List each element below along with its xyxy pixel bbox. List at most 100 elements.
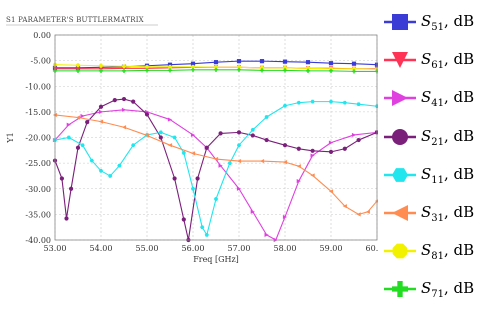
- data-point: [282, 103, 288, 108]
- data-point: [356, 212, 361, 217]
- series-S11: [52, 99, 378, 237]
- data-point: [310, 153, 315, 158]
- data-point: [98, 109, 104, 114]
- data-point: [75, 145, 81, 150]
- data-point: [310, 148, 315, 153]
- data-point: [195, 176, 200, 181]
- y-tick-label: -10.00: [25, 82, 51, 91]
- y-tick-label: -5.00: [30, 57, 51, 66]
- data-point: [99, 63, 103, 68]
- legend-label: S41, dB: [421, 88, 475, 110]
- y-tick-label: -40.00: [25, 236, 51, 245]
- data-point: [190, 132, 196, 138]
- data-point: [98, 119, 104, 124]
- data-point: [98, 168, 104, 173]
- legend-symbol: [392, 281, 408, 298]
- legend-item-S71: S71, dB: [378, 270, 494, 308]
- y-tick-label: -25.00: [25, 159, 51, 168]
- data-point: [131, 99, 136, 104]
- data-point: [158, 130, 163, 135]
- legend-marker: [384, 281, 416, 298]
- data-point: [328, 140, 334, 145]
- data-point: [80, 143, 85, 148]
- data-point: [121, 96, 127, 102]
- data-point: [190, 67, 196, 72]
- legend-marker: [384, 90, 416, 107]
- data-point: [112, 97, 117, 103]
- data-point: [131, 143, 136, 148]
- data-point: [167, 62, 173, 67]
- data-point: [108, 174, 113, 178]
- data-point: [218, 163, 223, 168]
- x-tick-labels: 53.00 54.00 55.00 56.00 57.00 58.00 59.00 60.00: [44, 244, 378, 253]
- legend: S51, dB S61, dB S41, dB S21, dB S11, dB S31, …: [378, 3, 494, 309]
- data-point: [144, 133, 150, 138]
- data-point: [190, 151, 196, 156]
- data-point: [282, 143, 288, 148]
- data-point: [305, 68, 311, 73]
- data-point: [259, 59, 265, 64]
- series-S41: [52, 107, 378, 243]
- data-point: [75, 115, 81, 120]
- y-axis-label: Y1: [6, 132, 15, 143]
- data-point: [213, 197, 219, 201]
- data-point: [144, 68, 150, 73]
- data-point: [264, 232, 269, 237]
- data-point: [259, 68, 265, 73]
- data-point: [236, 143, 242, 148]
- data-point: [296, 146, 301, 151]
- legend-symbol: [392, 52, 408, 69]
- data-point: [204, 233, 209, 237]
- data-point: [306, 66, 310, 71]
- chart-svg: S1 PARAMETER'S BUTTLERMATRIX 0.00 -5.00 -1…: [6, 16, 378, 264]
- data-point: [236, 130, 242, 135]
- data-point: [282, 214, 288, 220]
- data-point: [296, 178, 301, 184]
- data-point: [59, 176, 64, 181]
- legend-item-S81: S81, dB: [378, 232, 494, 270]
- data-point: [296, 164, 301, 169]
- data-point: [260, 65, 264, 70]
- data-point: [158, 135, 163, 140]
- x-tick-label: 55.00: [136, 244, 159, 253]
- legend-marker: [384, 167, 416, 182]
- data-point: [236, 186, 242, 191]
- legend-item-S51: S51, dB: [378, 3, 494, 41]
- data-point: [328, 61, 334, 66]
- data-point: [356, 102, 361, 107]
- data-point: [250, 127, 255, 132]
- legend-marker: [384, 52, 416, 69]
- data-point: [352, 66, 356, 71]
- chart-title: S1 PARAMETER'S BUTTLERMATRIX: [6, 16, 144, 24]
- data-point: [66, 122, 71, 127]
- data-point: [237, 65, 241, 70]
- data-point: [351, 61, 357, 66]
- legend-item-S61: S61, dB: [378, 41, 494, 79]
- data-point: [200, 225, 205, 230]
- legend-symbol: [392, 204, 408, 221]
- data-point: [310, 99, 315, 104]
- data-point: [181, 217, 186, 222]
- series-S21: [52, 96, 378, 243]
- data-point: [144, 112, 150, 117]
- legend-label: S11, dB: [421, 164, 475, 186]
- legend-symbol: [392, 14, 408, 30]
- data-point: [351, 69, 357, 74]
- legend-label: S71, dB: [421, 279, 475, 301]
- data-point: [190, 61, 196, 66]
- data-point: [374, 62, 378, 67]
- y-tick-label: -30.00: [25, 185, 51, 194]
- y-tick-label: -35.00: [25, 210, 51, 219]
- data-point: [356, 137, 361, 143]
- data-point: [283, 65, 287, 70]
- data-point: [227, 161, 232, 165]
- data-point: [167, 117, 173, 122]
- data-point: [282, 160, 288, 165]
- legend-label: S81, dB: [421, 241, 475, 263]
- x-tick-label: 59.00: [320, 244, 343, 253]
- data-point: [121, 107, 127, 112]
- data-point: [342, 204, 347, 209]
- y-tick-label: 0.00: [33, 31, 51, 40]
- data-point: [236, 158, 242, 164]
- data-point: [98, 104, 104, 109]
